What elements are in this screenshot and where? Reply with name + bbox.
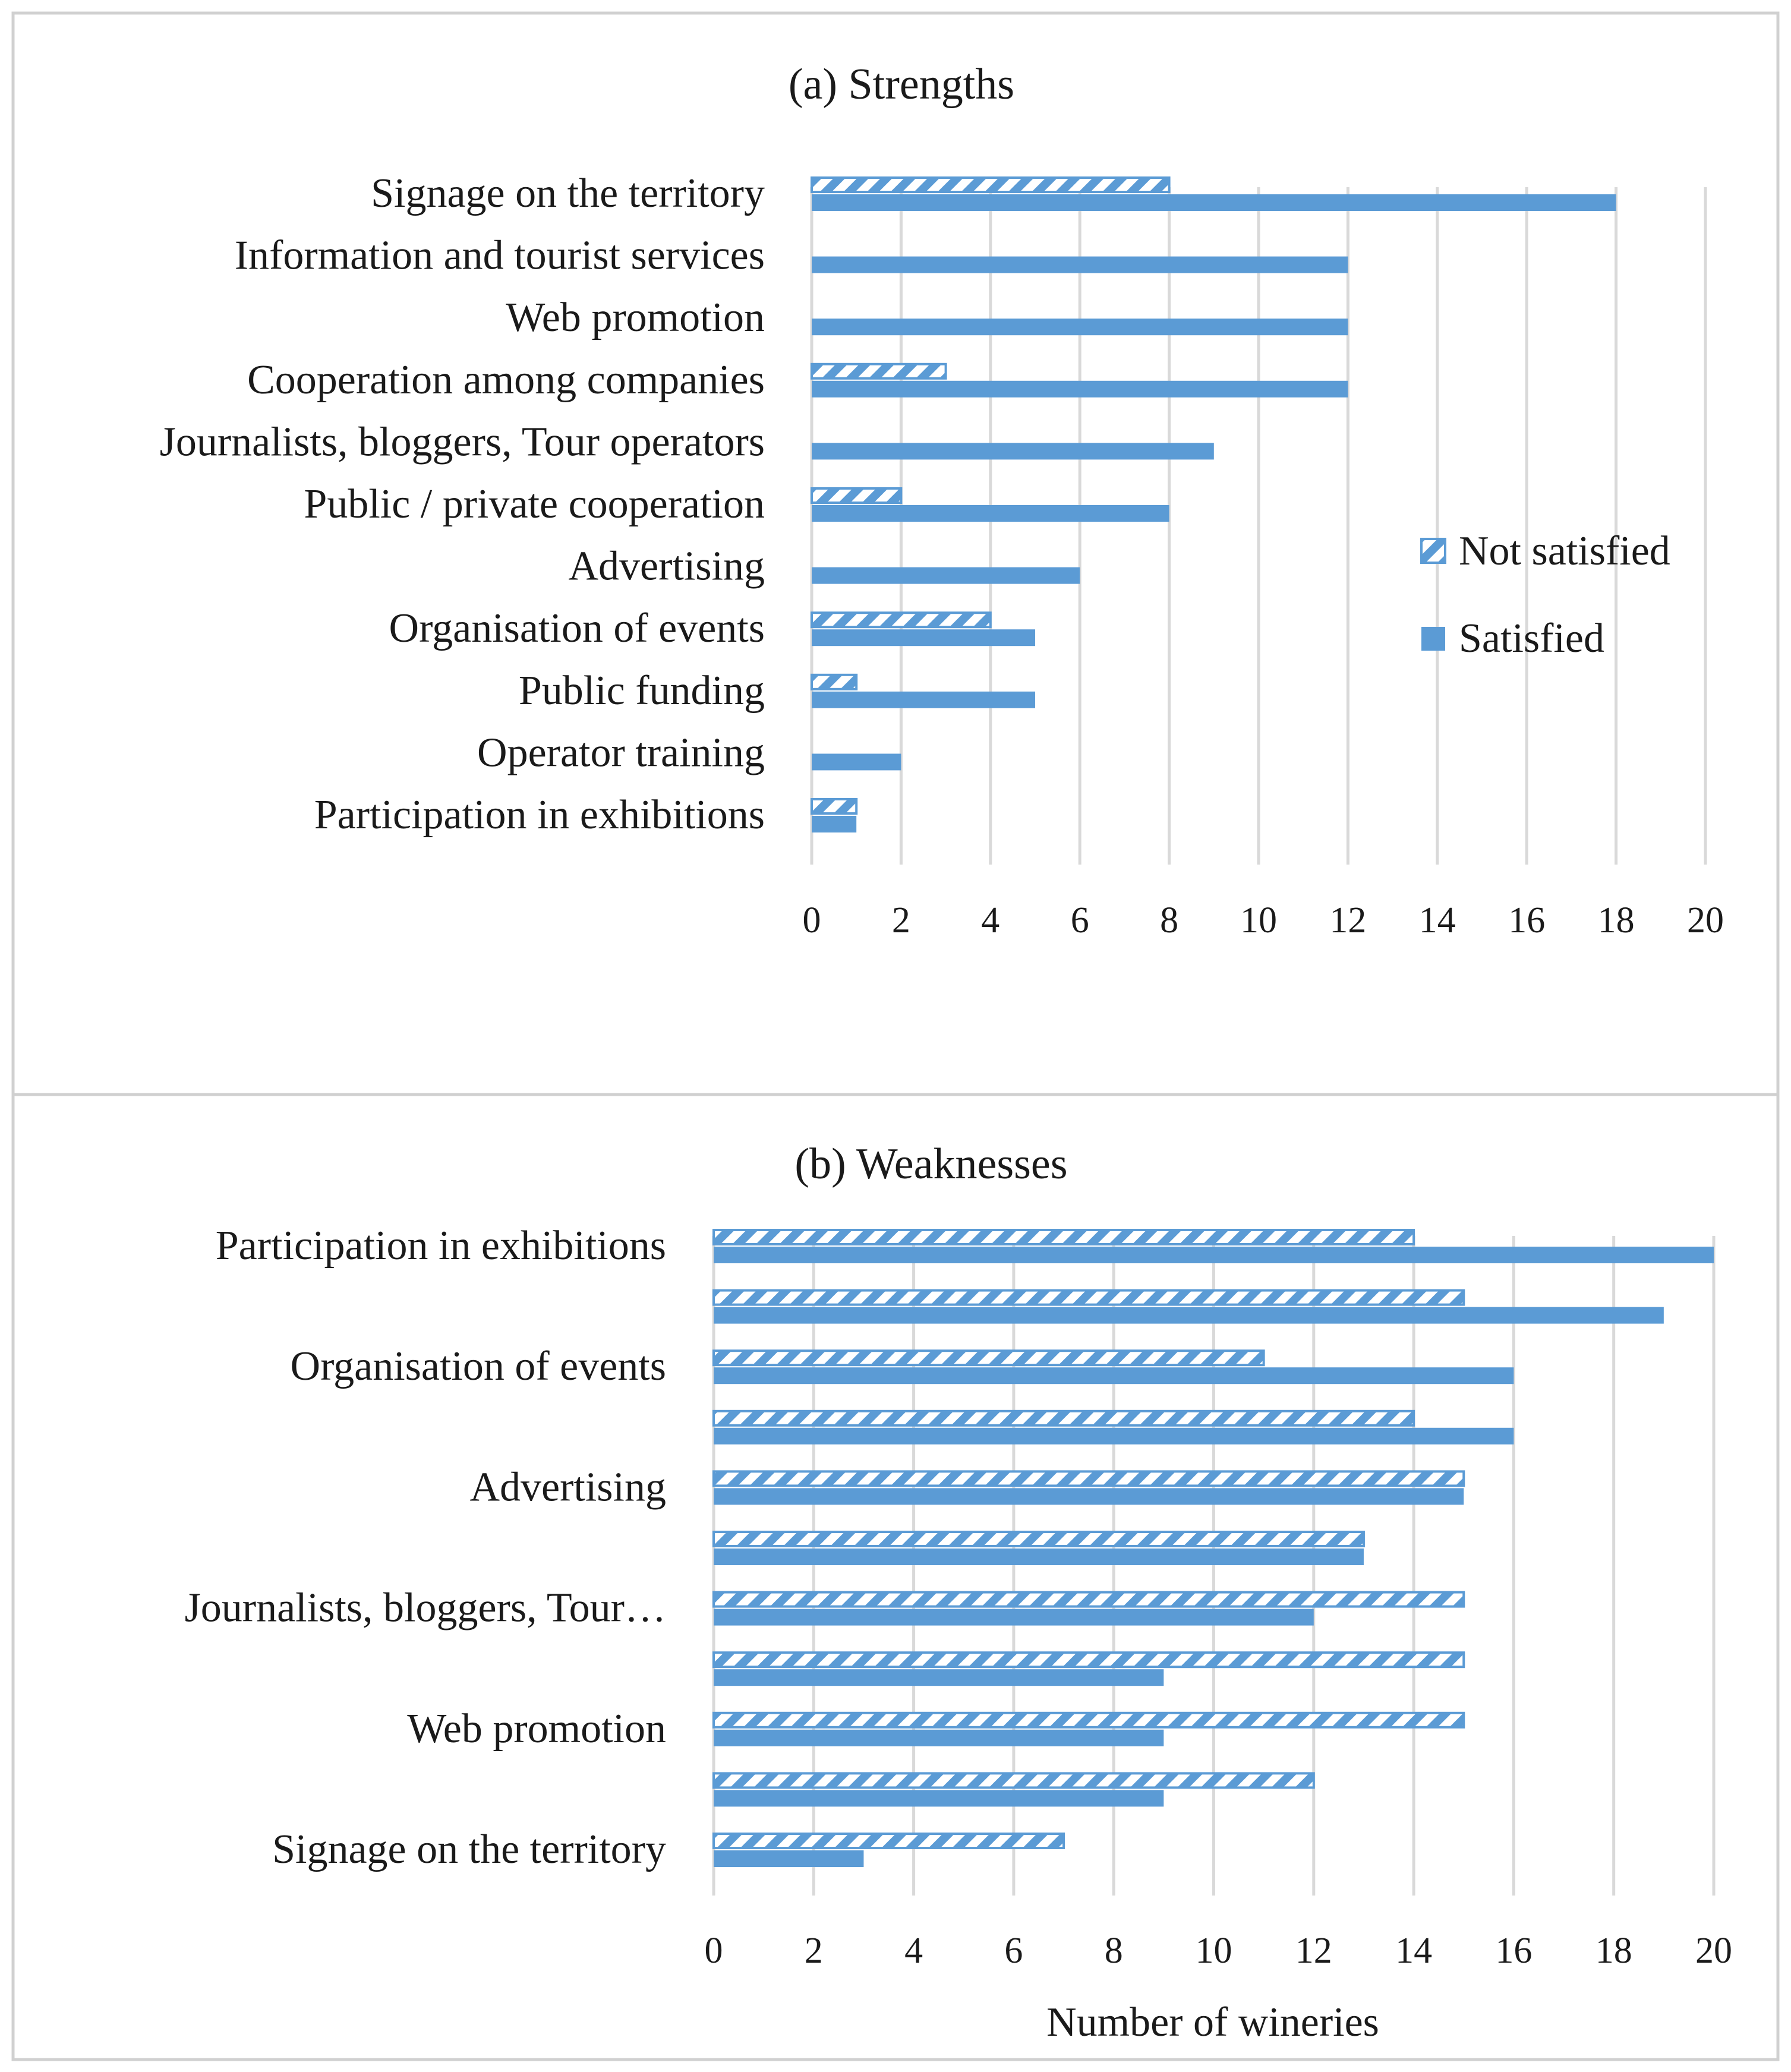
bar-not-satisfied	[811, 611, 992, 629]
bars	[811, 176, 1616, 832]
bar-not-satisfied	[712, 1711, 1465, 1729]
category-labels: Participation in exhibitions Organisation…	[185, 1223, 666, 1872]
x-tick-label: 18	[1595, 1931, 1632, 1971]
x-tick-label: 0	[705, 1931, 723, 1971]
legend-label-satisfied: Satisfied	[1459, 616, 1604, 661]
bar-satisfied	[714, 1669, 1164, 1686]
category-label: Signage on the territory	[371, 171, 765, 216]
bar-satisfied	[812, 629, 1035, 646]
bar-satisfied	[714, 1247, 1714, 1263]
bar-not-satisfied	[712, 1470, 1465, 1487]
legend-swatch-not-satisfied	[1420, 538, 1446, 564]
legend: Not satisfied Satisfied	[1420, 528, 1670, 661]
bar-satisfied	[812, 256, 1348, 273]
x-tick-label: 2	[805, 1931, 823, 1971]
category-label: Organisation of events	[291, 1344, 666, 1389]
x-tick-label: 0	[803, 900, 821, 941]
bars	[712, 1229, 1714, 1867]
bar-not-satisfied	[811, 362, 947, 380]
x-tick-label: 10	[1196, 1931, 1232, 1971]
bar-not-satisfied	[811, 487, 903, 504]
bar-satisfied	[714, 1850, 864, 1867]
x-tick-label: 6	[1004, 1931, 1023, 1971]
x-tick-label: 8	[1160, 900, 1178, 941]
bar-satisfied	[812, 505, 1169, 522]
bar-satisfied	[812, 816, 857, 832]
bar-not-satisfied	[712, 1833, 1065, 1849]
x-tick-label: 4	[904, 1931, 923, 1971]
bar-not-satisfied	[811, 176, 1171, 193]
x-tick-label: 12	[1329, 900, 1366, 941]
chart-title: (a) Strengths	[789, 60, 1014, 109]
category-label: Web promotion	[506, 295, 765, 340]
x-tick-label: 16	[1508, 900, 1545, 941]
category-label: Organisation of events	[389, 605, 765, 651]
bar-satisfied	[714, 1367, 1514, 1385]
bar-not-satisfied	[712, 1289, 1465, 1306]
bar-not-satisfied	[811, 673, 858, 690]
bar-satisfied	[714, 1307, 1664, 1324]
bar-satisfied	[714, 1427, 1514, 1445]
x-tick-label: 10	[1240, 900, 1277, 941]
x-tick-label: 6	[1071, 900, 1089, 941]
bar-not-satisfied	[712, 1229, 1415, 1245]
category-label: Public funding	[519, 668, 765, 714]
bar-satisfied	[812, 380, 1348, 398]
bar-satisfied	[812, 318, 1348, 336]
legend-swatch-satisfied	[1421, 627, 1445, 651]
bar-satisfied	[812, 567, 1080, 584]
category-label: Advertising	[469, 1464, 666, 1510]
x-tick-label: 4	[981, 900, 999, 941]
category-label: Public / private cooperation	[304, 481, 765, 527]
bar-satisfied	[812, 194, 1616, 211]
chart-title: (b) Weaknesses	[794, 1140, 1067, 1188]
bar-satisfied	[812, 753, 901, 771]
category-label: Cooperation among companies	[247, 357, 765, 403]
category-label: Signage on the territory	[272, 1827, 666, 1872]
bar-not-satisfied	[712, 1591, 1465, 1608]
x-tick-label: 2	[892, 900, 910, 941]
bar-not-satisfied	[811, 798, 858, 815]
x-tick-label: 14	[1419, 900, 1456, 941]
category-label: Participation in exhibitions	[314, 792, 765, 838]
category-label: Participation in exhibitions	[216, 1223, 666, 1269]
bar-satisfied	[714, 1488, 1464, 1505]
bar-satisfied	[714, 1729, 1164, 1746]
x-axis-label: Number of wineries	[1046, 2000, 1379, 2045]
x-tick-label: 20	[1687, 900, 1724, 941]
bar-satisfied	[812, 691, 1035, 708]
category-label: Information and tourist services	[235, 233, 765, 279]
bar-not-satisfied	[712, 1409, 1415, 1427]
bar-satisfied	[812, 443, 1214, 460]
x-tick-label: 20	[1695, 1931, 1732, 1971]
x-tick-label: 8	[1105, 1931, 1123, 1971]
x-tick-label: 14	[1395, 1931, 1432, 1971]
x-tick-label: 16	[1495, 1931, 1532, 1971]
x-tick-labels: 0 2 4 6 8 10 12 14 16 18 20	[705, 1931, 1733, 1971]
category-labels: Signage on the territory Information and …	[160, 171, 765, 838]
category-label: Advertising	[568, 544, 765, 589]
chart-weaknesses: (b) Weaknesses Participation in exhibiti…	[185, 1140, 1732, 2045]
bar-satisfied	[714, 1549, 1364, 1565]
category-label: Journalists, bloggers, Tour operators	[160, 419, 765, 465]
x-tick-labels: 0 2 4 6 8 10 12 14 16 18 20	[803, 900, 1724, 941]
category-label: Journalists, bloggers, Tour…	[185, 1585, 666, 1631]
bar-not-satisfied	[712, 1772, 1315, 1789]
x-tick-label: 12	[1295, 1931, 1332, 1971]
legend-label-not-satisfied: Not satisfied	[1459, 528, 1670, 574]
bar-not-satisfied	[712, 1651, 1465, 1669]
x-tick-label: 18	[1598, 900, 1635, 941]
bar-not-satisfied	[712, 1349, 1265, 1367]
bar-satisfied	[714, 1790, 1164, 1807]
chart-strengths: (a) Strengths Signage on the territory In…	[160, 60, 1724, 941]
bar-satisfied	[714, 1609, 1314, 1626]
category-label: Web promotion	[407, 1706, 666, 1752]
grid	[810, 187, 1707, 865]
bar-not-satisfied	[712, 1531, 1365, 1547]
panel-b-frame	[11, 1093, 1780, 2061]
category-label: Operator training	[477, 730, 765, 775]
